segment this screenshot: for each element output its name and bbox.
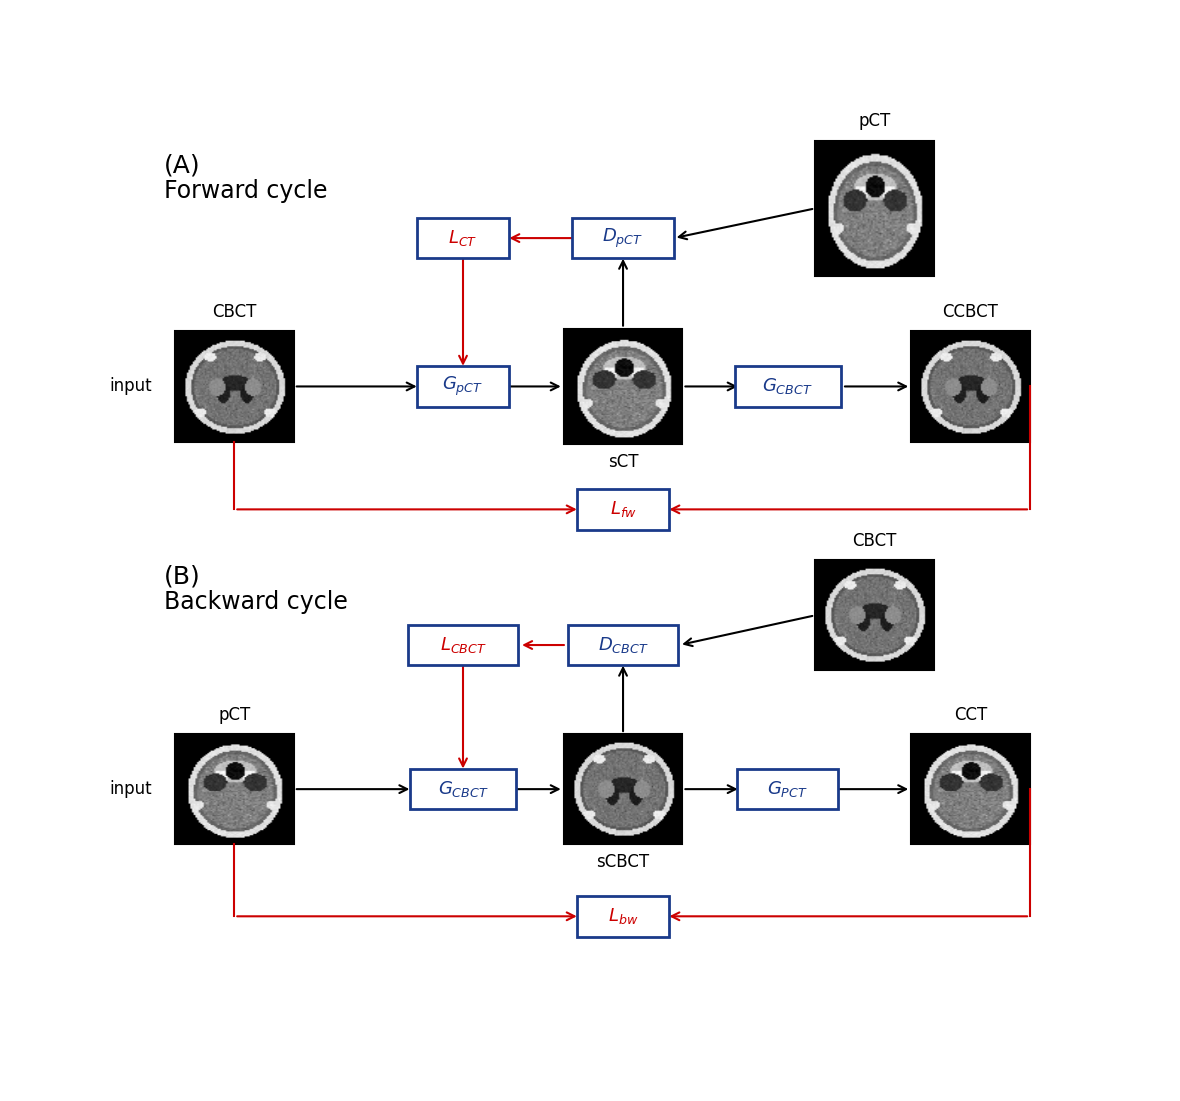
- Text: input: input: [110, 378, 152, 395]
- Text: $D_{CBCT}$: $D_{CBCT}$: [598, 635, 648, 655]
- Text: sCBCT: sCBCT: [596, 853, 650, 871]
- FancyBboxPatch shape: [417, 218, 510, 259]
- Text: CCT: CCT: [953, 706, 988, 723]
- FancyBboxPatch shape: [407, 624, 518, 665]
- Text: pCT: pCT: [218, 706, 250, 723]
- Text: pCT: pCT: [858, 112, 891, 130]
- FancyBboxPatch shape: [735, 367, 840, 406]
- Text: sCT: sCT: [608, 453, 638, 471]
- Text: (A): (A): [164, 153, 201, 177]
- Text: (B): (B): [164, 565, 201, 588]
- Text: $L_{fw}$: $L_{fw}$: [610, 500, 636, 520]
- FancyBboxPatch shape: [572, 218, 674, 259]
- Text: $L_{CBCT}$: $L_{CBCT}$: [440, 635, 486, 655]
- Text: $L_{bw}$: $L_{bw}$: [608, 906, 638, 926]
- Text: CBCT: CBCT: [212, 303, 256, 321]
- Text: Forward cycle: Forward cycle: [164, 178, 328, 203]
- Text: $D_{pCT}$: $D_{pCT}$: [603, 227, 643, 250]
- FancyBboxPatch shape: [577, 489, 669, 530]
- Text: $L_{CT}$: $L_{CT}$: [448, 228, 478, 248]
- Text: CCBCT: CCBCT: [943, 303, 998, 321]
- Text: $G_{CBCT}$: $G_{CBCT}$: [438, 780, 489, 799]
- FancyBboxPatch shape: [409, 768, 516, 809]
- FancyBboxPatch shape: [736, 768, 839, 809]
- FancyBboxPatch shape: [577, 896, 669, 937]
- Text: $G_{pCT}$: $G_{pCT}$: [442, 374, 484, 399]
- Text: input: input: [110, 781, 152, 798]
- Text: Backward cycle: Backward cycle: [164, 590, 348, 614]
- Text: $G_{PCT}$: $G_{PCT}$: [767, 780, 808, 799]
- Text: CBCT: CBCT: [852, 532, 897, 550]
- FancyBboxPatch shape: [417, 367, 510, 406]
- Text: $G_{CBCT}$: $G_{CBCT}$: [762, 377, 813, 396]
- FancyBboxPatch shape: [568, 624, 678, 665]
